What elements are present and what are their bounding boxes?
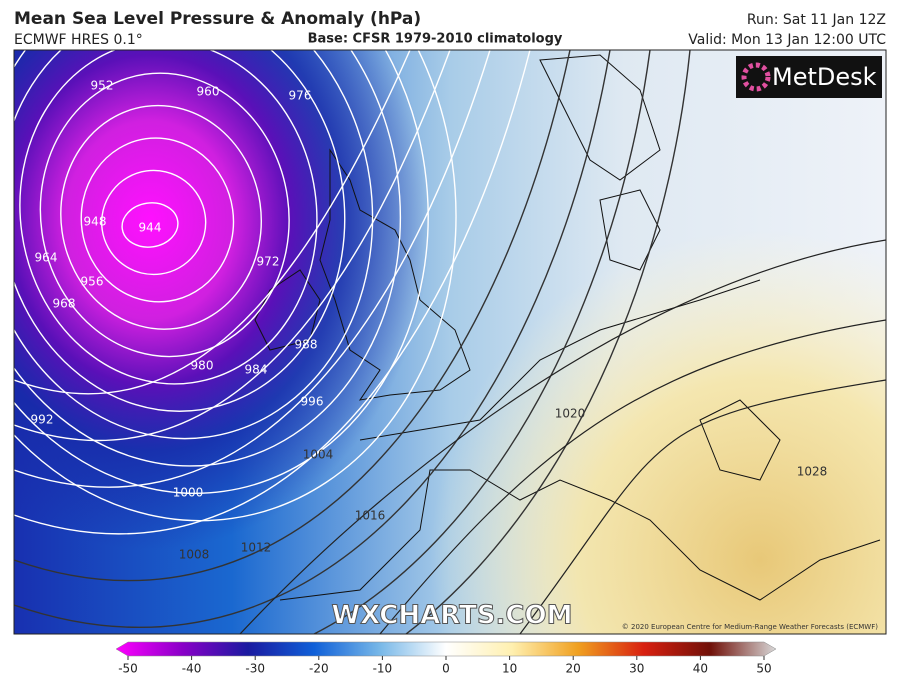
contour-label: 972 <box>257 255 280 269</box>
contour-label: 980 <box>191 359 214 373</box>
contour-label: 952 <box>91 79 114 93</box>
isobar <box>14 50 531 535</box>
coastlines <box>254 54 881 601</box>
contour-label: 968 <box>53 297 76 311</box>
contour-label: 1004 <box>303 448 334 462</box>
isobar <box>312 50 651 634</box>
contour-labels: 944 948 952 956 960 964 968 972 976 980 984 988 992 9… <box>31 79 828 562</box>
model: ECMWF HRES 0.1° <box>14 32 143 48</box>
isobar <box>14 50 374 440</box>
contour-label: 976 <box>289 89 312 103</box>
contour-label: 1028 <box>797 465 828 479</box>
contour-label: 984 <box>245 363 268 377</box>
isobar <box>14 50 571 582</box>
watermark: WXCHARTS.COM <box>331 601 572 631</box>
contour-label: 948 <box>84 215 107 229</box>
contour-label: 1012 <box>241 541 272 555</box>
contour-label: 964 <box>35 251 58 265</box>
isobar <box>121 202 179 248</box>
isobar <box>519 379 886 634</box>
contour-label: 992 <box>31 413 54 427</box>
logo-box <box>736 56 882 98</box>
colorbar-tick-label: 50 <box>756 662 771 676</box>
colorbar-tick-label: 10 <box>502 662 517 676</box>
isobar <box>404 50 691 634</box>
contour-label: 1016 <box>355 509 386 523</box>
isobar <box>60 104 262 330</box>
isobar <box>239 239 886 634</box>
colorbar-tick-label: -30 <box>245 662 265 676</box>
colorbar-tick-label: 20 <box>566 662 581 676</box>
colorbar: -50 -40 -30 -20 -10 0 10 20 30 40 50 <box>115 641 777 676</box>
colorbar-tick-label: 30 <box>629 662 644 676</box>
contour-label: 960 <box>197 85 220 99</box>
colorbar-bar <box>115 641 777 657</box>
base: Base: CFSR 1979-2010 climatology <box>308 32 563 47</box>
isobar <box>14 50 429 495</box>
copyright: © 2020 European Centre for Medium-Range … <box>622 623 878 631</box>
isobar <box>14 50 457 522</box>
run: Run: Sat 11 Jan 12Z <box>747 12 886 28</box>
contour-label: 1000 <box>173 486 204 500</box>
title: Mean Sea Level Pressure & Anomaly (hPa) <box>14 9 421 29</box>
isobar <box>14 50 491 488</box>
map-frame <box>13 49 887 635</box>
colorbar-tick-label: -10 <box>373 662 393 676</box>
contour-label: 956 <box>81 275 104 289</box>
valid: Valid: Mon 13 Jan 12:00 UTC <box>688 32 886 48</box>
colorbar-tick-label: 40 <box>693 662 708 676</box>
isobar <box>379 319 886 634</box>
isobar <box>14 50 451 442</box>
colorbar-tick-label: -40 <box>182 662 202 676</box>
colorbar-tick-label: -50 <box>118 662 138 676</box>
isobar <box>14 50 411 395</box>
colorbar-tick-label: 0 <box>442 662 450 676</box>
isobar <box>80 137 235 303</box>
contour-label: 988 <box>295 338 318 352</box>
contour-label: 996 <box>301 395 324 409</box>
cold-anomaly <box>14 50 886 634</box>
logo: MetDesk <box>772 63 877 91</box>
isobar <box>19 50 318 385</box>
contour-label: 944 <box>139 221 162 235</box>
contour-label: 1020 <box>555 407 586 421</box>
isobar <box>14 50 611 628</box>
isobar <box>39 72 290 358</box>
colorbar-tick-label: -20 <box>309 662 329 676</box>
logo-icon <box>741 62 771 92</box>
isobar <box>100 169 207 276</box>
contour-label: 1008 <box>179 548 210 562</box>
